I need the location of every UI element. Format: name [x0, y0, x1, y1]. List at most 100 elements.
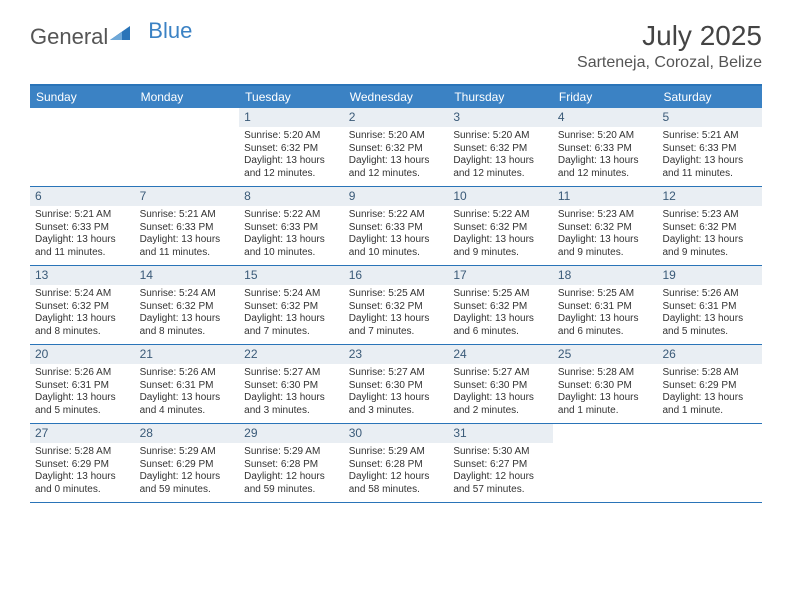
day-cell: 21Sunrise: 5:26 AMSunset: 6:31 PMDayligh… — [135, 345, 240, 423]
day-cell: 24Sunrise: 5:27 AMSunset: 6:30 PMDayligh… — [448, 345, 553, 423]
day-body: Sunrise: 5:30 AMSunset: 6:27 PMDaylight:… — [448, 443, 553, 501]
day-body: Sunrise: 5:28 AMSunset: 6:29 PMDaylight:… — [657, 364, 762, 422]
header: General Blue July 2025 Sarteneja, Coroza… — [30, 20, 762, 72]
day-number: 15 — [239, 266, 344, 285]
logo-word2: Blue — [148, 18, 192, 44]
daylight: Daylight: 12 hours and 59 minutes. — [140, 471, 235, 496]
sunset: Sunset: 6:32 PM — [453, 301, 548, 314]
sunset: Sunset: 6:28 PM — [349, 459, 444, 472]
sunrise: Sunrise: 5:21 AM — [140, 209, 235, 222]
day-number: 24 — [448, 345, 553, 364]
sunrise: Sunrise: 5:27 AM — [349, 367, 444, 380]
day-number: 6 — [30, 187, 135, 206]
sunrise: Sunrise: 5:20 AM — [244, 130, 339, 143]
day-body: Sunrise: 5:24 AMSunset: 6:32 PMDaylight:… — [30, 285, 135, 343]
day-number: 16 — [344, 266, 449, 285]
day-number: 3 — [448, 108, 553, 127]
day-cell: 6Sunrise: 5:21 AMSunset: 6:33 PMDaylight… — [30, 187, 135, 265]
day-body: Sunrise: 5:29 AMSunset: 6:29 PMDaylight:… — [135, 443, 240, 501]
daylight: Daylight: 13 hours and 11 minutes. — [35, 234, 130, 259]
sunset: Sunset: 6:33 PM — [662, 143, 757, 156]
daylight: Daylight: 13 hours and 7 minutes. — [244, 313, 339, 338]
sunrise: Sunrise: 5:20 AM — [453, 130, 548, 143]
weeks-container: 1Sunrise: 5:20 AMSunset: 6:32 PMDaylight… — [30, 108, 762, 503]
day-number: 31 — [448, 424, 553, 443]
sunset: Sunset: 6:33 PM — [349, 222, 444, 235]
day-body: Sunrise: 5:24 AMSunset: 6:32 PMDaylight:… — [239, 285, 344, 343]
day-number: 18 — [553, 266, 658, 285]
day-cell — [657, 424, 762, 502]
day-cell — [553, 424, 658, 502]
day-body: Sunrise: 5:26 AMSunset: 6:31 PMDaylight:… — [30, 364, 135, 422]
day-cell: 27Sunrise: 5:28 AMSunset: 6:29 PMDayligh… — [30, 424, 135, 502]
day-body: Sunrise: 5:23 AMSunset: 6:32 PMDaylight:… — [657, 206, 762, 264]
daylight: Daylight: 13 hours and 12 minutes. — [244, 155, 339, 180]
week-row: 1Sunrise: 5:20 AMSunset: 6:32 PMDaylight… — [30, 108, 762, 187]
daylight: Daylight: 13 hours and 9 minutes. — [662, 234, 757, 259]
day-number: 21 — [135, 345, 240, 364]
daylight: Daylight: 13 hours and 10 minutes. — [349, 234, 444, 259]
daylight: Daylight: 13 hours and 3 minutes. — [349, 392, 444, 417]
day-body: Sunrise: 5:25 AMSunset: 6:32 PMDaylight:… — [448, 285, 553, 343]
week-row: 20Sunrise: 5:26 AMSunset: 6:31 PMDayligh… — [30, 345, 762, 424]
sunset: Sunset: 6:28 PM — [244, 459, 339, 472]
day-number: 4 — [553, 108, 658, 127]
day-number: 10 — [448, 187, 553, 206]
day-cell: 16Sunrise: 5:25 AMSunset: 6:32 PMDayligh… — [344, 266, 449, 344]
daylight: Daylight: 13 hours and 1 minute. — [662, 392, 757, 417]
day-body: Sunrise: 5:24 AMSunset: 6:32 PMDaylight:… — [135, 285, 240, 343]
day-cell: 2Sunrise: 5:20 AMSunset: 6:32 PMDaylight… — [344, 108, 449, 186]
daylight: Daylight: 13 hours and 9 minutes. — [453, 234, 548, 259]
day-number: 28 — [135, 424, 240, 443]
sunset: Sunset: 6:32 PM — [558, 222, 653, 235]
day-cell: 28Sunrise: 5:29 AMSunset: 6:29 PMDayligh… — [135, 424, 240, 502]
title-block: July 2025 Sarteneja, Corozal, Belize — [577, 20, 762, 72]
sunrise: Sunrise: 5:22 AM — [453, 209, 548, 222]
sunrise: Sunrise: 5:28 AM — [662, 367, 757, 380]
day-body: Sunrise: 5:22 AMSunset: 6:33 PMDaylight:… — [344, 206, 449, 264]
daylight: Daylight: 13 hours and 11 minutes. — [140, 234, 235, 259]
sunrise: Sunrise: 5:28 AM — [558, 367, 653, 380]
daylight: Daylight: 13 hours and 4 minutes. — [140, 392, 235, 417]
day-body: Sunrise: 5:27 AMSunset: 6:30 PMDaylight:… — [239, 364, 344, 422]
sunset: Sunset: 6:32 PM — [453, 222, 548, 235]
sunrise: Sunrise: 5:25 AM — [453, 288, 548, 301]
sunset: Sunset: 6:31 PM — [662, 301, 757, 314]
sunset: Sunset: 6:33 PM — [35, 222, 130, 235]
day-body: Sunrise: 5:28 AMSunset: 6:30 PMDaylight:… — [553, 364, 658, 422]
dow-thursday: Thursday — [448, 86, 553, 108]
day-cell: 29Sunrise: 5:29 AMSunset: 6:28 PMDayligh… — [239, 424, 344, 502]
day-cell: 17Sunrise: 5:25 AMSunset: 6:32 PMDayligh… — [448, 266, 553, 344]
day-number: 26 — [657, 345, 762, 364]
day-number: 20 — [30, 345, 135, 364]
day-body: Sunrise: 5:22 AMSunset: 6:33 PMDaylight:… — [239, 206, 344, 264]
dow-sunday: Sunday — [30, 86, 135, 108]
sunset: Sunset: 6:31 PM — [140, 380, 235, 393]
day-body: Sunrise: 5:21 AMSunset: 6:33 PMDaylight:… — [30, 206, 135, 264]
sunset: Sunset: 6:29 PM — [662, 380, 757, 393]
day-number: 8 — [239, 187, 344, 206]
sunset: Sunset: 6:29 PM — [140, 459, 235, 472]
day-cell: 9Sunrise: 5:22 AMSunset: 6:33 PMDaylight… — [344, 187, 449, 265]
day-number: 22 — [239, 345, 344, 364]
day-cell: 19Sunrise: 5:26 AMSunset: 6:31 PMDayligh… — [657, 266, 762, 344]
day-cell: 3Sunrise: 5:20 AMSunset: 6:32 PMDaylight… — [448, 108, 553, 186]
daylight: Daylight: 13 hours and 12 minutes. — [349, 155, 444, 180]
sunrise: Sunrise: 5:26 AM — [662, 288, 757, 301]
day-number: 2 — [344, 108, 449, 127]
sunset: Sunset: 6:30 PM — [558, 380, 653, 393]
day-body: Sunrise: 5:25 AMSunset: 6:31 PMDaylight:… — [553, 285, 658, 343]
sunset: Sunset: 6:33 PM — [244, 222, 339, 235]
sunrise: Sunrise: 5:29 AM — [349, 446, 444, 459]
day-cell: 18Sunrise: 5:25 AMSunset: 6:31 PMDayligh… — [553, 266, 658, 344]
day-cell: 25Sunrise: 5:28 AMSunset: 6:30 PMDayligh… — [553, 345, 658, 423]
day-body: Sunrise: 5:25 AMSunset: 6:32 PMDaylight:… — [344, 285, 449, 343]
dow-wednesday: Wednesday — [344, 86, 449, 108]
week-row: 27Sunrise: 5:28 AMSunset: 6:29 PMDayligh… — [30, 424, 762, 503]
daylight: Daylight: 13 hours and 6 minutes. — [453, 313, 548, 338]
daylight: Daylight: 13 hours and 11 minutes. — [662, 155, 757, 180]
day-number: 30 — [344, 424, 449, 443]
sunrise: Sunrise: 5:21 AM — [35, 209, 130, 222]
day-cell: 14Sunrise: 5:24 AMSunset: 6:32 PMDayligh… — [135, 266, 240, 344]
day-number: 14 — [135, 266, 240, 285]
